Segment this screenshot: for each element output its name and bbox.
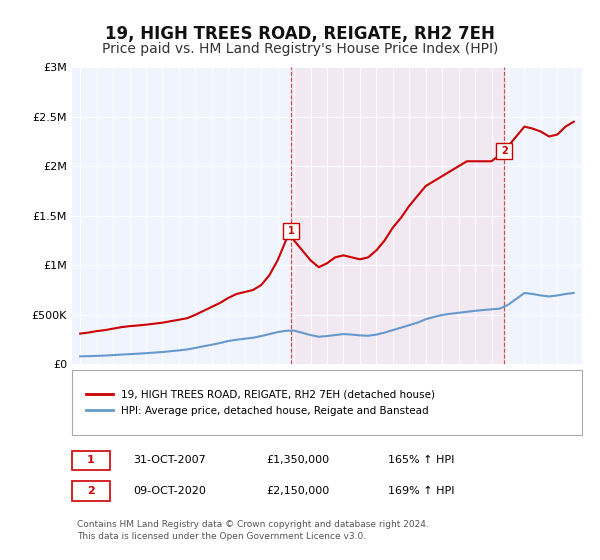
Text: 09-OCT-2020: 09-OCT-2020	[133, 486, 206, 496]
Text: 2: 2	[87, 486, 95, 496]
Text: 165% ↑ HPI: 165% ↑ HPI	[388, 455, 455, 465]
Text: 1: 1	[288, 226, 295, 236]
FancyBboxPatch shape	[72, 481, 110, 501]
Text: Price paid vs. HM Land Registry's House Price Index (HPI): Price paid vs. HM Land Registry's House …	[102, 42, 498, 56]
Text: 1: 1	[87, 455, 95, 465]
Bar	[291, 67, 504, 365]
Text: 31-OCT-2007: 31-OCT-2007	[133, 455, 206, 465]
Text: £2,150,000: £2,150,000	[266, 486, 329, 496]
Text: 169% ↑ HPI: 169% ↑ HPI	[388, 486, 455, 496]
Text: 2: 2	[501, 146, 508, 156]
FancyBboxPatch shape	[72, 451, 110, 470]
Text: £1,350,000: £1,350,000	[266, 455, 329, 465]
Text: Contains HM Land Registry data © Crown copyright and database right 2024.
This d: Contains HM Land Registry data © Crown c…	[77, 520, 429, 541]
Text: 19, HIGH TREES ROAD, REIGATE, RH2 7EH: 19, HIGH TREES ROAD, REIGATE, RH2 7EH	[105, 25, 495, 43]
Legend: 19, HIGH TREES ROAD, REIGATE, RH2 7EH (detached house), HPI: Average price, deta: 19, HIGH TREES ROAD, REIGATE, RH2 7EH (d…	[82, 385, 439, 420]
